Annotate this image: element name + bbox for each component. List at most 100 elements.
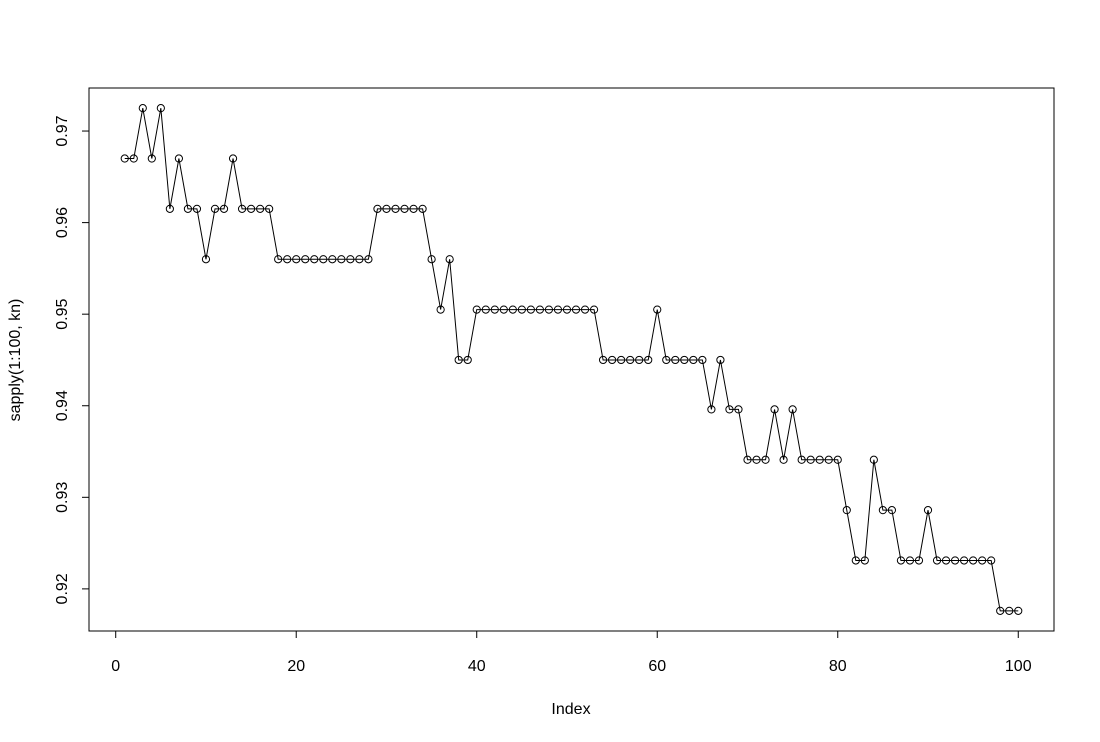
data-point bbox=[391, 204, 400, 213]
data-point bbox=[237, 204, 247, 213]
data-point bbox=[562, 305, 572, 314]
x-axis-label: Index bbox=[551, 701, 590, 718]
x-tick-label: 20 bbox=[287, 658, 305, 675]
data-point bbox=[481, 305, 490, 314]
data-point bbox=[978, 556, 987, 565]
data-point bbox=[1005, 606, 1014, 615]
data-point bbox=[905, 556, 915, 565]
data-point bbox=[626, 355, 635, 365]
data-point bbox=[454, 355, 463, 365]
data-point bbox=[246, 204, 256, 213]
data-point bbox=[517, 305, 526, 314]
data-point bbox=[752, 455, 761, 464]
data-point bbox=[617, 355, 626, 365]
data-point bbox=[328, 255, 337, 264]
data-point bbox=[535, 305, 545, 314]
data-point bbox=[301, 255, 310, 264]
data-point bbox=[851, 556, 860, 565]
data-point bbox=[815, 455, 824, 464]
data-point bbox=[842, 506, 851, 515]
data-point bbox=[138, 104, 147, 113]
y-tick-label: 0.96 bbox=[54, 207, 71, 238]
data-point bbox=[210, 204, 220, 213]
data-point bbox=[941, 556, 951, 565]
data-point bbox=[364, 255, 373, 264]
data-point bbox=[869, 455, 878, 464]
data-point bbox=[589, 305, 599, 314]
data-point bbox=[120, 154, 129, 163]
data-point bbox=[436, 305, 445, 314]
y-tick-label: 0.93 bbox=[54, 482, 71, 513]
data-point bbox=[644, 355, 653, 365]
data-point bbox=[526, 305, 535, 314]
data-point bbox=[1014, 606, 1023, 615]
data-point bbox=[445, 255, 454, 264]
data-point bbox=[499, 305, 508, 314]
data-point bbox=[779, 455, 788, 464]
y-tick-label: 0.94 bbox=[54, 390, 71, 421]
data-point bbox=[960, 556, 969, 565]
data-point bbox=[319, 255, 328, 264]
data-point bbox=[761, 455, 770, 464]
data-point bbox=[292, 255, 301, 264]
x-tick-label: 60 bbox=[648, 658, 666, 675]
plot-frame bbox=[88, 87, 1055, 632]
data-point bbox=[878, 506, 887, 515]
data-point bbox=[996, 606, 1005, 615]
data-point bbox=[201, 255, 211, 264]
x-tick-label: 100 bbox=[1005, 658, 1032, 675]
data-point bbox=[427, 255, 436, 264]
data-point bbox=[987, 556, 996, 565]
data-point bbox=[671, 355, 680, 365]
data-point bbox=[400, 204, 409, 213]
data-point bbox=[219, 204, 229, 213]
data-point bbox=[680, 355, 689, 365]
data-point bbox=[156, 104, 165, 113]
data-point bbox=[508, 305, 517, 314]
data-point bbox=[553, 305, 563, 314]
data-point bbox=[265, 204, 274, 213]
data-point bbox=[129, 154, 138, 163]
data-point bbox=[174, 154, 183, 163]
data-point bbox=[932, 556, 942, 565]
data-point bbox=[256, 204, 265, 213]
data-point bbox=[147, 154, 156, 163]
data-point bbox=[969, 556, 978, 565]
data-point bbox=[923, 506, 933, 515]
data-point bbox=[283, 255, 292, 264]
data-point bbox=[544, 305, 554, 314]
data-point bbox=[860, 556, 869, 565]
data-point bbox=[192, 204, 202, 213]
data-point bbox=[833, 455, 842, 464]
data-line bbox=[124, 108, 1019, 612]
data-point bbox=[914, 556, 924, 565]
data-point bbox=[463, 355, 472, 365]
data-point bbox=[490, 305, 499, 314]
data-point bbox=[409, 204, 418, 213]
data-point bbox=[310, 255, 319, 264]
data-point bbox=[580, 305, 590, 314]
data-point bbox=[797, 455, 806, 464]
data-point bbox=[355, 255, 364, 264]
data-point bbox=[689, 355, 698, 365]
data-point bbox=[183, 204, 193, 213]
data-point bbox=[418, 204, 427, 213]
data-point bbox=[770, 405, 779, 414]
data-point bbox=[635, 355, 644, 365]
data-point bbox=[806, 455, 815, 464]
data-point bbox=[274, 255, 283, 264]
data-point bbox=[598, 355, 608, 365]
data-point bbox=[824, 455, 833, 464]
data-point bbox=[743, 455, 752, 464]
data-point bbox=[472, 305, 481, 314]
data-point bbox=[887, 506, 897, 515]
data-point bbox=[716, 355, 725, 365]
data-point bbox=[382, 204, 391, 213]
x-tick-label: 40 bbox=[468, 658, 486, 675]
y-tick-label: 0.92 bbox=[54, 573, 71, 604]
y-tick-label: 0.95 bbox=[54, 299, 71, 330]
data-point bbox=[725, 405, 734, 414]
data-point bbox=[698, 355, 707, 365]
data-point bbox=[653, 305, 662, 314]
